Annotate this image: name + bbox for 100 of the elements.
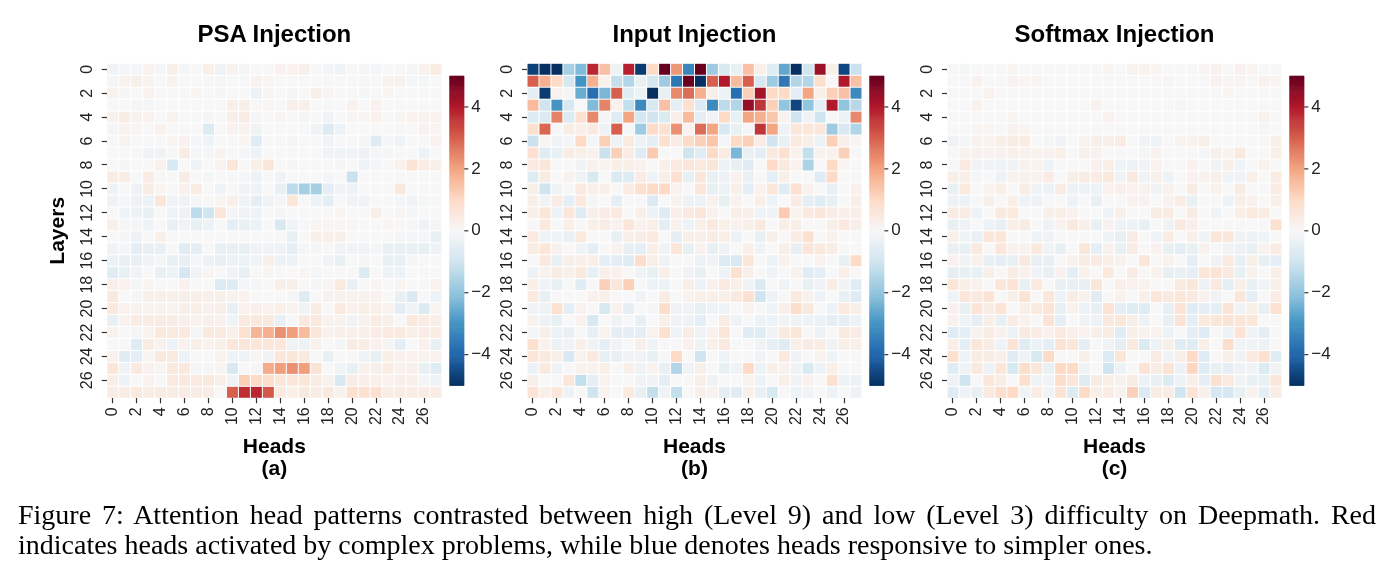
y-tick-label: 8 (78, 160, 96, 170)
x-tick-label: 16 (294, 407, 312, 426)
y-tick-label: 12 (918, 203, 936, 222)
color-bar-label: −4 (890, 344, 911, 364)
y-tick-label: 8 (918, 160, 936, 170)
y-tick-label: 24 (498, 347, 516, 366)
color-bar-label: 0 (890, 220, 901, 240)
x-tick-label: 10 (1063, 407, 1081, 426)
x-tick-label: 10 (222, 407, 240, 426)
x-tick-label: 4 (991, 407, 1009, 417)
y-tick-label: 4 (78, 112, 96, 122)
y-tick-label: 26 (918, 371, 936, 390)
y-tick-label: 14 (918, 227, 936, 246)
x-tick-label: 24 (390, 407, 408, 426)
x-tick-label: 0 (943, 407, 961, 417)
x-tick-label: 2 (547, 407, 564, 417)
y-tick-label: 0 (78, 64, 96, 74)
color-bar-label: −2 (471, 282, 491, 302)
y-tick-label: 26 (498, 371, 516, 390)
y-tick-label: 10 (918, 179, 936, 198)
chart-title: PSA Injection (197, 19, 352, 47)
y-tick-label: 20 (498, 299, 516, 318)
x-tick-label: 6 (594, 407, 612, 417)
y-tick-label: 14 (498, 227, 516, 246)
color-bar-label: −4 (471, 344, 491, 364)
y-tick-label: 18 (78, 275, 96, 294)
x-tick-label: 16 (714, 407, 732, 426)
color-bar-label: −4 (1311, 344, 1331, 364)
chart-title: Softmax Injection (1014, 19, 1215, 47)
color-bar-label: 4 (471, 96, 481, 116)
x-axis-title: Heads (1083, 433, 1147, 457)
text: (c) (1101, 455, 1128, 479)
text: (b) (680, 455, 708, 479)
y-tick-label: 16 (498, 251, 516, 270)
y-tick-label: 6 (78, 136, 96, 146)
y-tick-label: 6 (918, 136, 936, 146)
y-tick-label: 20 (78, 299, 96, 318)
y-tick-label: 4 (498, 112, 516, 122)
x-tick-label: 6 (174, 407, 192, 417)
color-bar-label: 4 (890, 96, 901, 116)
x-tick-label: 8 (1039, 407, 1057, 417)
x-tick-label: 26 (834, 407, 852, 426)
x-tick-label: 22 (786, 407, 804, 426)
x-tick-label: 8 (198, 407, 216, 417)
y-tick-label: 24 (918, 347, 936, 366)
y-tick-label: 20 (918, 299, 936, 318)
y-tick-label: 18 (918, 275, 936, 294)
y-tick-label: 10 (498, 179, 516, 198)
x-axis-title: Heads (662, 433, 726, 457)
y-tick-label: 22 (918, 323, 936, 342)
chart-title: Input Injection (612, 19, 777, 47)
y-axis-title: Layers (44, 196, 68, 265)
x-tick-label: 26 (414, 407, 432, 426)
y-tick-label: 0 (918, 64, 936, 74)
x-tick-label: 20 (762, 407, 780, 426)
y-tick-label: 2 (498, 88, 516, 98)
text: (a) (261, 455, 288, 479)
x-tick-label: 22 (1206, 407, 1224, 426)
color-bar-label: 0 (471, 220, 481, 240)
color-bar-label: 4 (1311, 96, 1322, 116)
y-tick-label: 16 (78, 251, 96, 270)
x-tick-label: 22 (366, 407, 384, 426)
y-tick-label: 2 (918, 88, 936, 98)
color-bar-label: −2 (1311, 282, 1331, 302)
y-tick-label: 22 (498, 323, 516, 342)
y-tick-label: 8 (498, 160, 516, 170)
y-tick-label: 2 (78, 88, 96, 98)
color-bar-label: −2 (890, 282, 911, 302)
x-tick-label: 4 (150, 407, 168, 417)
y-tick-label: 22 (78, 323, 96, 342)
y-tick-label: 24 (78, 347, 96, 366)
x-tick-label: 14 (690, 407, 708, 426)
color-bar-label: 2 (1311, 158, 1322, 178)
x-tick-label: 24 (1230, 407, 1248, 426)
x-tick-label: 14 (270, 407, 288, 426)
x-tick-label: 2 (967, 407, 985, 417)
color-bar-label: 2 (471, 158, 481, 178)
color-bar-label: 2 (890, 158, 901, 178)
y-tick-label: 26 (78, 371, 96, 390)
x-tick-label: 6 (1015, 407, 1033, 417)
x-tick-label: 18 (1159, 407, 1177, 426)
x-tick-label: 14 (1111, 407, 1129, 426)
x-tick-label: 26 (1254, 407, 1272, 426)
y-tick-label: 12 (78, 203, 96, 222)
x-tick-label: 12 (666, 407, 684, 426)
y-tick-label: 12 (498, 203, 516, 222)
x-tick-label: 0 (523, 407, 541, 417)
x-tick-label: 16 (1135, 407, 1153, 426)
y-tick-label: 18 (498, 275, 516, 294)
color-bar-label: 0 (1311, 220, 1322, 240)
caption: Figure 7: Attention head patterns contrasted between high (Level 9) and low (Level 3) difficulty on Deepmath. Red indicates heads activated by complex problems, while blue denotes heads responsive to simpler ones. (18, 499, 1376, 560)
x-tick-label: 20 (1182, 407, 1200, 426)
y-tick-label: 6 (498, 136, 516, 146)
x-tick-label: 2 (127, 407, 145, 417)
y-tick-label: 10 (78, 179, 96, 198)
y-tick-label: 4 (918, 112, 936, 122)
x-tick-label: 0 (103, 407, 121, 417)
x-tick-label: 18 (318, 407, 336, 426)
x-tick-label: 24 (810, 407, 828, 426)
x-tick-label: 18 (738, 407, 756, 426)
